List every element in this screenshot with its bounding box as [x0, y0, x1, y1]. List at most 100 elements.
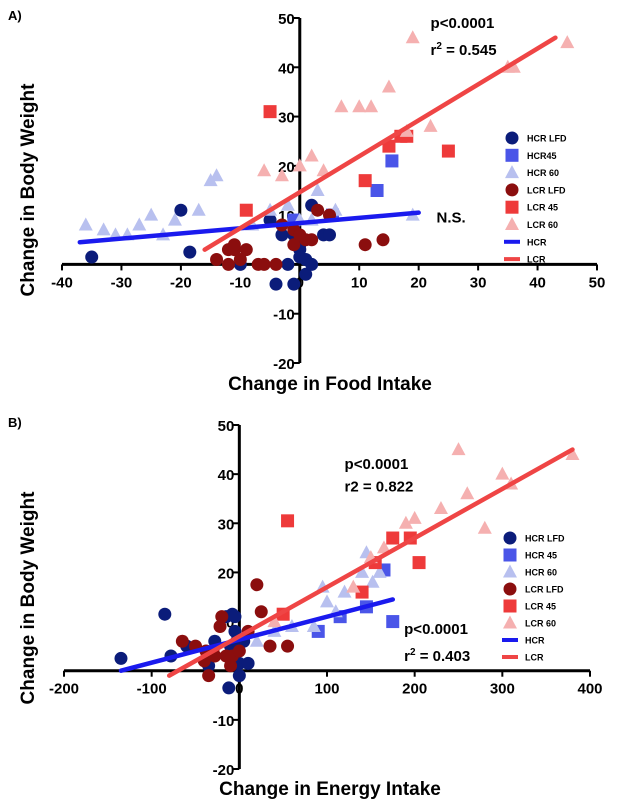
- data-point: [249, 633, 264, 647]
- x-tick-label: 20: [410, 274, 427, 291]
- stat-annotation: r2 = 0.403: [404, 647, 470, 665]
- data-point: [239, 243, 253, 257]
- data-point: [423, 118, 438, 132]
- data-point: [355, 564, 370, 578]
- data-point: [280, 197, 295, 211]
- legend-label: HCR 45: [525, 551, 557, 561]
- data-point: [174, 203, 188, 217]
- legend-marker: [503, 615, 517, 629]
- legend-label: HCR: [527, 237, 547, 247]
- stat-annotation: p<0.0001: [431, 15, 495, 32]
- data-point: [433, 501, 448, 515]
- legend-label: HCR LFD: [525, 534, 565, 544]
- panel-label: A): [8, 8, 22, 23]
- legend-marker: [503, 582, 517, 596]
- legend-marker: [503, 564, 517, 578]
- x-tick-label: 10: [351, 274, 368, 291]
- data-point: [210, 253, 224, 266]
- legend-label: LCR: [527, 255, 546, 265]
- data-point: [287, 277, 301, 291]
- data-point: [191, 202, 206, 216]
- data-point: [311, 203, 325, 217]
- x-tick-label: -40: [51, 274, 73, 291]
- data-point: [132, 217, 147, 231]
- data-point: [337, 584, 352, 598]
- data-point: [96, 222, 111, 236]
- legend-label: HCR LFD: [527, 134, 567, 144]
- x-tick-label: 400: [577, 681, 602, 698]
- y-tick-label: 50: [218, 418, 235, 435]
- y-tick-label: -20: [273, 356, 295, 373]
- y-axis-title: Change in Body Weight: [18, 83, 39, 297]
- data-point: [506, 59, 521, 73]
- data-point: [274, 168, 289, 182]
- legend-marker: [505, 131, 519, 145]
- data-point: [114, 651, 128, 665]
- data-point: [202, 669, 216, 683]
- legend-label: LCR LFD: [525, 585, 564, 595]
- data-point: [281, 257, 295, 271]
- data-point: [405, 30, 420, 44]
- data-point: [224, 659, 238, 673]
- stat-annotation: N.S.: [437, 210, 466, 227]
- stat-annotation: p<0.0001: [404, 621, 468, 638]
- series-lcr-lfd: [210, 203, 390, 271]
- data-point: [85, 250, 99, 264]
- data-point: [239, 203, 253, 217]
- data-point: [228, 610, 242, 624]
- data-point: [310, 183, 325, 196]
- x-tick-label: -200: [49, 681, 79, 698]
- data-point: [257, 257, 271, 271]
- data-point: [275, 228, 289, 242]
- y-tick-label: 20: [218, 565, 235, 582]
- data-point: [287, 238, 301, 252]
- data-point: [412, 556, 426, 570]
- fit-line-lcr: [166, 447, 575, 678]
- data-point: [299, 267, 313, 281]
- x-tick-label: 0: [235, 681, 243, 698]
- data-point: [382, 139, 396, 153]
- data-point: [254, 605, 268, 619]
- data-point: [232, 669, 246, 683]
- data-point: [352, 99, 367, 113]
- data-point: [386, 531, 400, 545]
- data-point: [372, 564, 387, 578]
- y-tick-label: -20: [213, 762, 235, 779]
- legend-marker: [503, 599, 517, 613]
- data-point: [364, 99, 379, 113]
- data-point: [399, 123, 414, 137]
- series-lcr-45: [276, 514, 426, 621]
- data-point: [376, 233, 390, 247]
- legend-marker: [503, 548, 517, 562]
- data-point: [167, 212, 182, 226]
- data-point: [263, 639, 277, 653]
- data-point: [158, 607, 172, 621]
- data-point: [320, 594, 334, 608]
- data-point: [495, 466, 510, 480]
- data-point: [175, 634, 189, 648]
- data-point: [398, 515, 413, 529]
- data-point: [346, 579, 361, 593]
- data-point: [365, 574, 380, 588]
- x-tick-label: -100: [137, 681, 167, 698]
- chart-panel-b: B)-200-1000100200300400-20-101020304050C…: [8, 415, 603, 800]
- data-point: [232, 644, 246, 658]
- data-point: [281, 639, 295, 653]
- legend-label: LCR: [525, 653, 544, 663]
- stat-annotation: r2 = 0.545: [431, 41, 497, 59]
- data-point: [215, 610, 229, 624]
- data-point: [263, 105, 277, 119]
- y-tick-label: 40: [278, 60, 295, 77]
- data-point: [241, 656, 255, 670]
- data-point: [460, 486, 475, 500]
- data-point: [221, 257, 235, 271]
- y-tick-label: 30: [278, 110, 295, 127]
- legend-label: LCR 45: [527, 203, 558, 213]
- data-point: [233, 253, 247, 266]
- data-point: [213, 619, 227, 633]
- x-axis-title: Change in Food Intake: [228, 374, 432, 395]
- data-point: [358, 238, 372, 252]
- legend-label: HCR: [525, 636, 545, 646]
- data-point: [227, 238, 241, 252]
